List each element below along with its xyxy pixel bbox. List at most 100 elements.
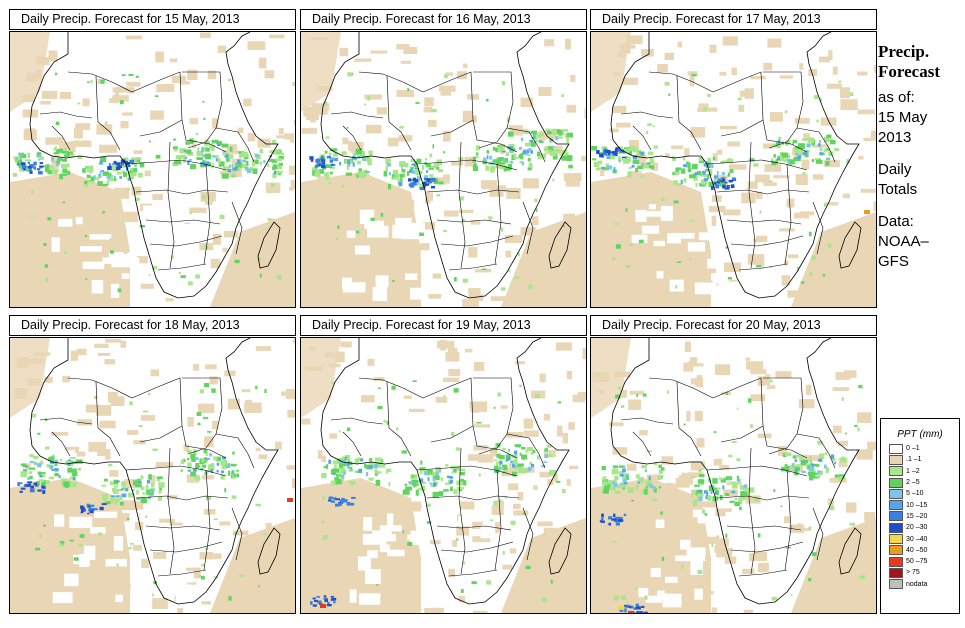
precip-cell xyxy=(73,140,92,147)
precip-cell xyxy=(69,456,76,459)
precip-cell xyxy=(829,505,835,510)
precip-cell xyxy=(454,465,461,471)
precip-cell xyxy=(684,341,691,353)
precip-cell xyxy=(765,374,771,385)
precip-cell xyxy=(519,466,522,468)
precip-cell xyxy=(97,181,103,186)
precip-cell xyxy=(426,192,433,202)
precip-cell xyxy=(38,479,45,482)
precip-cell xyxy=(389,201,397,207)
precip-cell xyxy=(375,202,384,214)
precip-cell xyxy=(71,461,76,464)
precip-cell xyxy=(620,405,625,408)
precip-cell xyxy=(101,503,107,505)
precip-cell xyxy=(763,62,773,71)
precip-cell xyxy=(145,484,149,490)
precip-cell xyxy=(781,275,791,286)
precip-cell xyxy=(666,496,684,502)
precip-cell xyxy=(857,109,875,115)
precip-cell xyxy=(332,497,337,500)
precip-cell xyxy=(605,147,608,152)
precip-cell xyxy=(323,605,329,613)
precip-cell xyxy=(29,461,35,464)
country-border xyxy=(730,235,804,247)
precip-cell xyxy=(498,144,506,148)
precip-cell xyxy=(621,484,627,488)
country-border xyxy=(738,263,788,271)
precip-cell xyxy=(113,175,116,179)
precip-cell xyxy=(547,146,553,150)
precip-cell xyxy=(406,199,415,211)
precip-cell xyxy=(532,449,536,453)
precip-cell xyxy=(331,508,341,516)
precip-cell xyxy=(111,499,114,504)
precip-cell xyxy=(59,543,64,547)
precip-cell xyxy=(177,608,184,613)
precip-cell xyxy=(367,96,371,101)
precip-cell xyxy=(374,594,388,605)
precip-cell xyxy=(527,158,531,162)
precip-cell xyxy=(608,165,613,170)
country-border xyxy=(648,377,714,399)
precip-cell xyxy=(713,178,720,184)
precip-cell xyxy=(410,166,414,170)
precip-cell xyxy=(93,493,103,500)
precip-cell xyxy=(89,504,95,507)
light-precip-layer xyxy=(301,32,586,307)
precip-cell xyxy=(566,371,573,380)
precip-cell xyxy=(258,57,267,69)
country-border xyxy=(784,163,792,265)
precip-cell xyxy=(512,471,517,477)
precip-cell xyxy=(26,465,30,470)
precip-cell xyxy=(819,147,823,152)
precip-cell xyxy=(801,470,806,474)
precip-cell xyxy=(569,465,579,470)
precip-cell xyxy=(608,422,624,427)
precip-cell xyxy=(435,467,441,473)
dry-cell xyxy=(64,573,79,587)
precip-cell xyxy=(645,560,658,566)
precip-cell xyxy=(97,173,102,178)
precip-cell xyxy=(829,477,847,483)
precip-cell xyxy=(218,158,221,164)
precip-cell xyxy=(128,547,132,550)
precip-cell xyxy=(523,430,539,437)
precip-cell xyxy=(552,473,558,482)
precip-cell xyxy=(675,584,692,592)
precip-cell xyxy=(742,496,746,501)
precip-cell xyxy=(326,604,332,607)
panel-title: Daily Precip. Forecast for 17 May, 2013 xyxy=(590,9,877,30)
precip-cell xyxy=(241,151,248,158)
precip-cell xyxy=(39,534,42,538)
country-border xyxy=(67,377,133,399)
precip-cell xyxy=(58,474,61,479)
precip-cell xyxy=(547,479,554,485)
precip-cell xyxy=(324,150,328,154)
precip-cell xyxy=(110,504,120,515)
precip-cell xyxy=(113,490,119,494)
precip-cell xyxy=(51,171,58,175)
precip-cell xyxy=(419,243,432,253)
precip-cell xyxy=(643,611,648,613)
precip-cell xyxy=(404,483,408,486)
precip-cell xyxy=(24,159,32,162)
precip-cell xyxy=(513,153,517,159)
precip-cell xyxy=(475,155,479,159)
precip-cell xyxy=(423,540,441,545)
precip-cell xyxy=(531,216,539,226)
forecast-panel-day5: Daily Precip. Forecast for 19 May, 2013 xyxy=(300,315,587,614)
precip-cell xyxy=(269,150,276,153)
precip-cell xyxy=(61,478,67,481)
precip-cell xyxy=(108,463,113,467)
precip-cell xyxy=(609,128,619,133)
precip-cell xyxy=(367,358,375,366)
precip-cell xyxy=(127,430,139,435)
precip-cell xyxy=(504,467,517,475)
precip-cell xyxy=(510,460,513,464)
precip-cell xyxy=(557,401,562,404)
precip-cell xyxy=(105,121,108,125)
precip-cell xyxy=(736,458,741,462)
precip-cell xyxy=(209,453,213,457)
legend-swatch xyxy=(889,477,903,488)
precip-cell xyxy=(347,72,353,77)
